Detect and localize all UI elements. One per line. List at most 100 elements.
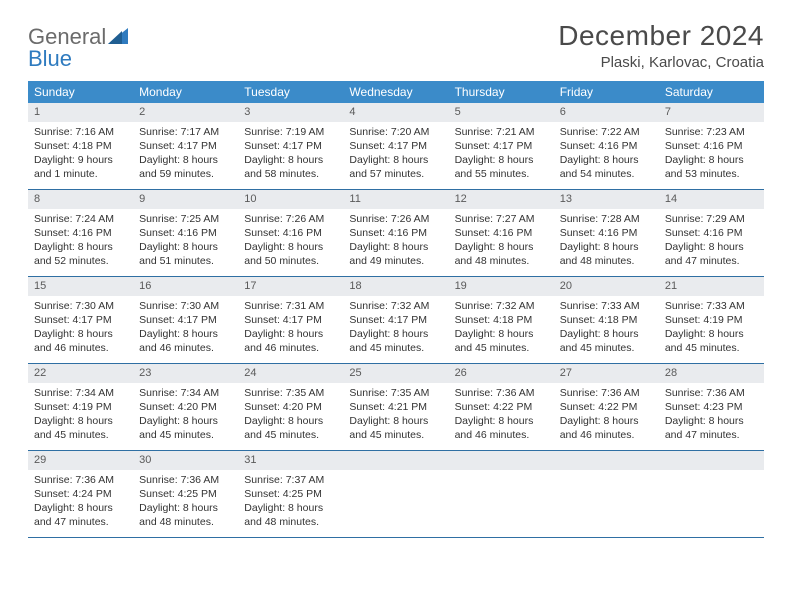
day-body: Sunrise: 7:32 AMSunset: 4:17 PMDaylight:… bbox=[343, 296, 448, 362]
day-dl1: Daylight: 8 hours bbox=[244, 240, 337, 254]
day-cell: . bbox=[449, 451, 554, 537]
day-ss: Sunset: 4:18 PM bbox=[34, 139, 127, 153]
day-number: 19 bbox=[449, 277, 554, 296]
day-number: 8 bbox=[28, 190, 133, 209]
day-dl2: and 59 minutes. bbox=[139, 167, 232, 181]
day-dl2: and 45 minutes. bbox=[244, 428, 337, 442]
day-dl2: and 51 minutes. bbox=[139, 254, 232, 268]
day-dl2: and 46 minutes. bbox=[34, 341, 127, 355]
week-row: 15Sunrise: 7:30 AMSunset: 4:17 PMDayligh… bbox=[28, 277, 764, 364]
day-dl1: Daylight: 8 hours bbox=[560, 327, 653, 341]
day-sr: Sunrise: 7:21 AM bbox=[455, 125, 548, 139]
brand-part2: Blue bbox=[28, 46, 72, 71]
day-ss: Sunset: 4:19 PM bbox=[34, 400, 127, 414]
day-body: Sunrise: 7:34 AMSunset: 4:19 PMDaylight:… bbox=[28, 383, 133, 449]
day-sr: Sunrise: 7:16 AM bbox=[34, 125, 127, 139]
day-dl1: Daylight: 8 hours bbox=[560, 240, 653, 254]
day-sr: Sunrise: 7:24 AM bbox=[34, 212, 127, 226]
day-dl2: and 45 minutes. bbox=[139, 428, 232, 442]
day-ss: Sunset: 4:18 PM bbox=[455, 313, 548, 327]
day-sr: Sunrise: 7:36 AM bbox=[455, 386, 548, 400]
day-cell: 8Sunrise: 7:24 AMSunset: 4:16 PMDaylight… bbox=[28, 190, 133, 276]
day-cell: 27 Sunrise: 7:36 AMSunset: 4:22 PMDayligh… bbox=[554, 364, 659, 450]
day-sr: Sunrise: 7:34 AM bbox=[34, 386, 127, 400]
day-ss: Sunset: 4:17 PM bbox=[139, 139, 232, 153]
day-dl1: Daylight: 8 hours bbox=[349, 153, 442, 167]
day-dl2: and 45 minutes. bbox=[665, 341, 758, 355]
day-cell: . bbox=[554, 451, 659, 537]
day-cell: 4Sunrise: 7:20 AMSunset: 4:17 PMDaylight… bbox=[343, 103, 448, 189]
logo-sail-icon bbox=[108, 24, 128, 49]
day-dl1: Daylight: 8 hours bbox=[349, 327, 442, 341]
day-sr: Sunrise: 7:36 AM bbox=[560, 386, 653, 400]
day-ss: Sunset: 4:16 PM bbox=[34, 226, 127, 240]
day-dl2: and 45 minutes. bbox=[349, 428, 442, 442]
day-cell: 13Sunrise: 7:28 AMSunset: 4:16 PMDayligh… bbox=[554, 190, 659, 276]
day-number: 30 bbox=[133, 451, 238, 470]
day-sr: Sunrise: 7:20 AM bbox=[349, 125, 442, 139]
day-ss: Sunset: 4:17 PM bbox=[349, 313, 442, 327]
day-cell: 10Sunrise: 7:26 AMSunset: 4:16 PMDayligh… bbox=[238, 190, 343, 276]
day-ss: Sunset: 4:25 PM bbox=[244, 487, 337, 501]
day-sr: Sunrise: 7:35 AM bbox=[349, 386, 442, 400]
day-cell: 26Sunrise: 7:36 AMSunset: 4:22 PMDayligh… bbox=[449, 364, 554, 450]
day-number: 24 bbox=[238, 364, 343, 383]
day-sr: Sunrise: 7:26 AM bbox=[349, 212, 442, 226]
brand-logo: General Blue bbox=[28, 20, 128, 70]
day-dl1: Daylight: 8 hours bbox=[560, 414, 653, 428]
day-cell: 18Sunrise: 7:32 AMSunset: 4:17 PMDayligh… bbox=[343, 277, 448, 363]
day-body: Sunrise: 7:30 AMSunset: 4:17 PMDaylight:… bbox=[133, 296, 238, 362]
day-number: 5 bbox=[449, 103, 554, 122]
day-ss: Sunset: 4:20 PM bbox=[244, 400, 337, 414]
day-cell: 11Sunrise: 7:26 AMSunset: 4:16 PMDayligh… bbox=[343, 190, 448, 276]
day-number: 26 bbox=[449, 364, 554, 383]
week-row: 22Sunrise: 7:34 AMSunset: 4:19 PMDayligh… bbox=[28, 364, 764, 451]
day-dl2: and 48 minutes. bbox=[560, 254, 653, 268]
dow-saturday: Saturday bbox=[659, 81, 764, 103]
day-sr: Sunrise: 7:34 AM bbox=[139, 386, 232, 400]
day-number: 4 bbox=[343, 103, 448, 122]
day-sr: Sunrise: 7:17 AM bbox=[139, 125, 232, 139]
day-sr: Sunrise: 7:32 AM bbox=[455, 299, 548, 313]
day-body: Sunrise: 7:33 AMSunset: 4:19 PMDaylight:… bbox=[659, 296, 764, 362]
day-cell: 14Sunrise: 7:29 AMSunset: 4:16 PMDayligh… bbox=[659, 190, 764, 276]
day-dl2: and 46 minutes. bbox=[455, 428, 548, 442]
day-sr: Sunrise: 7:28 AM bbox=[560, 212, 653, 226]
day-body: Sunrise: 7:16 AMSunset: 4:18 PMDaylight:… bbox=[28, 122, 133, 188]
day-dl1: Daylight: 8 hours bbox=[139, 501, 232, 515]
day-body: Sunrise: 7:34 AMSunset: 4:20 PMDaylight:… bbox=[133, 383, 238, 449]
day-cell: 3Sunrise: 7:19 AMSunset: 4:17 PMDaylight… bbox=[238, 103, 343, 189]
day-body: Sunrise: 7:25 AMSunset: 4:16 PMDaylight:… bbox=[133, 209, 238, 275]
day-dl2: and 45 minutes. bbox=[455, 341, 548, 355]
day-cell: 7Sunrise: 7:23 AMSunset: 4:16 PMDaylight… bbox=[659, 103, 764, 189]
day-body: Sunrise: 7:28 AMSunset: 4:16 PMDaylight:… bbox=[554, 209, 659, 275]
day-dl1: Daylight: 8 hours bbox=[455, 327, 548, 341]
day-sr: Sunrise: 7:32 AM bbox=[349, 299, 442, 313]
day-dl2: and 45 minutes. bbox=[349, 341, 442, 355]
day-body: Sunrise: 7:31 AMSunset: 4:17 PMDaylight:… bbox=[238, 296, 343, 362]
day-dl1: Daylight: 8 hours bbox=[139, 153, 232, 167]
day-body: Sunrise: 7:33 AMSunset: 4:18 PMDaylight:… bbox=[554, 296, 659, 362]
day-ss: Sunset: 4:22 PM bbox=[560, 400, 653, 414]
day-dl2: and 52 minutes. bbox=[34, 254, 127, 268]
day-body: Sunrise: 7:35 AMSunset: 4:21 PMDaylight:… bbox=[343, 383, 448, 449]
day-number: 31 bbox=[238, 451, 343, 470]
day-ss: Sunset: 4:16 PM bbox=[244, 226, 337, 240]
day-dl2: and 46 minutes. bbox=[560, 428, 653, 442]
day-sr: Sunrise: 7:23 AM bbox=[665, 125, 758, 139]
day-number: 27 bbox=[554, 364, 659, 383]
day-sr: Sunrise: 7:22 AM bbox=[560, 125, 653, 139]
day-body: Sunrise: 7:30 AMSunset: 4:17 PMDaylight:… bbox=[28, 296, 133, 362]
day-ss: Sunset: 4:19 PM bbox=[665, 313, 758, 327]
day-cell: 23Sunrise: 7:34 AMSunset: 4:20 PMDayligh… bbox=[133, 364, 238, 450]
day-cell: 25Sunrise: 7:35 AMSunset: 4:21 PMDayligh… bbox=[343, 364, 448, 450]
day-ss: Sunset: 4:22 PM bbox=[455, 400, 548, 414]
day-number: . bbox=[659, 451, 764, 470]
week-row: 1Sunrise: 7:16 AMSunset: 4:18 PMDaylight… bbox=[28, 103, 764, 190]
day-sr: Sunrise: 7:26 AM bbox=[244, 212, 337, 226]
day-dl1: Daylight: 8 hours bbox=[665, 240, 758, 254]
day-body: Sunrise: 7:26 AMSunset: 4:16 PMDaylight:… bbox=[238, 209, 343, 275]
day-number: 13 bbox=[554, 190, 659, 209]
day-cell: 9Sunrise: 7:25 AMSunset: 4:16 PMDaylight… bbox=[133, 190, 238, 276]
day-dl2: and 46 minutes. bbox=[139, 341, 232, 355]
